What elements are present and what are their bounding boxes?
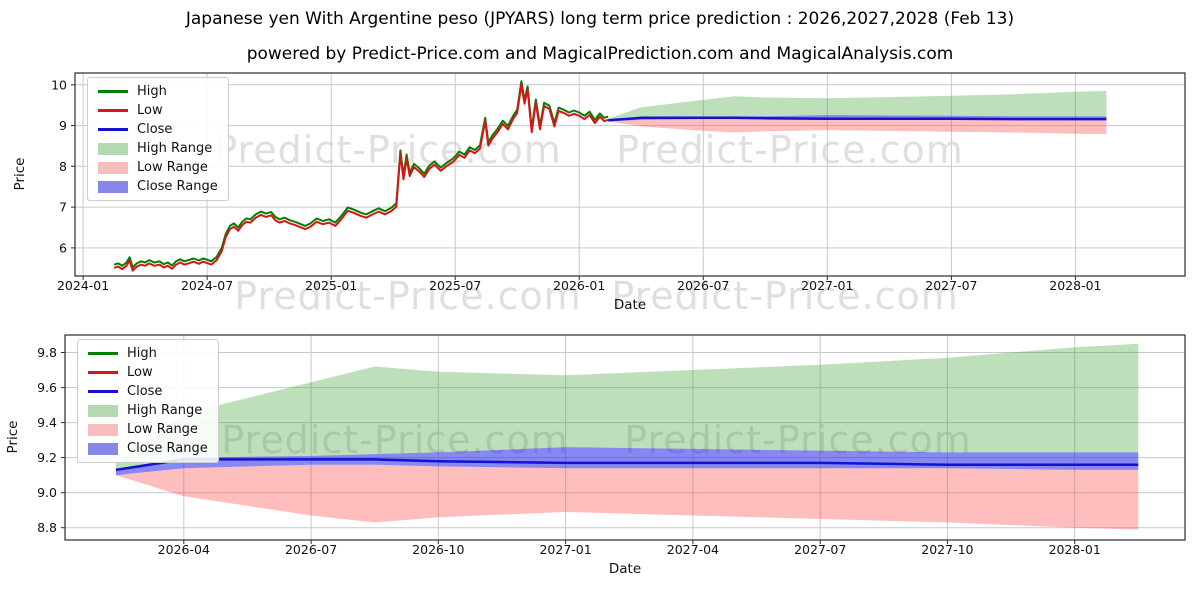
x-tick-label: 2027-07 (925, 278, 977, 293)
close-range-band (115, 447, 1139, 476)
legend-top-chart: High Low Close High Range Low Range Close Ran… (87, 77, 229, 201)
legend-label: Close Range (127, 441, 208, 456)
y-tick-label: 9.2 (37, 450, 57, 465)
legend-swatch-patch (88, 423, 118, 436)
legend-swatch-patch (88, 442, 118, 455)
legend-label: High Range (137, 141, 213, 156)
legend-swatch-line (98, 109, 128, 112)
y-tick-label: 9 (59, 118, 67, 133)
legend-item-high-range: High Range (88, 403, 208, 418)
legend-label: High (127, 346, 157, 361)
y-tick-label: 8 (59, 159, 67, 174)
legend-swatch-line (88, 371, 118, 374)
legend-swatch-line (98, 90, 128, 93)
legend-item-low: Low (88, 365, 208, 380)
legend-item-close: Close (98, 122, 218, 137)
low-line (113, 83, 609, 272)
y-axis-label: Price (12, 158, 28, 191)
close-line (115, 458, 1139, 472)
legend-label: High (137, 84, 167, 99)
y-tick-label: 9.8 (37, 345, 57, 360)
watermark-text: Predict-Price.com (616, 128, 964, 172)
x-tick-label: 2026-04 (158, 542, 210, 557)
legend-item-low-range: Low Range (88, 422, 208, 437)
legend-item-low: Low (98, 103, 218, 118)
chart-subtitle: powered by Predict-Price.com and Magical… (246, 44, 954, 64)
legend-label: Low Range (137, 160, 208, 175)
legend-swatch-patch (98, 161, 128, 174)
plot-border (64, 334, 1186, 541)
legend-bottom-chart: High Low Close High Range Low Range Close Ran… (77, 339, 219, 463)
legend-swatch-patch (98, 142, 128, 155)
chart-title: Japanese yen With Argentine peso (JPYARS… (185, 9, 1015, 29)
x-tick-label: 2028-01 (1049, 278, 1101, 293)
panel-forecast-detail: 2026-04 2026-07 2026-10 2027-01 2027-04 2027-… (5, 334, 1186, 577)
legend-item-close-range: Close Range (98, 179, 218, 194)
legend-item-high: High (88, 346, 208, 361)
x-tick-label: 2025-07 (429, 278, 481, 293)
y-tick-label: 9.0 (37, 485, 57, 500)
legend-label: Close Range (137, 179, 218, 194)
x-tick-label: 2024-07 (181, 278, 233, 293)
x-tick-label: 2027-04 (667, 542, 719, 557)
x-tick-label: 2026-10 (412, 542, 464, 557)
y-tick-label: 9.4 (37, 415, 57, 430)
legend-swatch-patch (98, 180, 128, 193)
legend-swatch-line (88, 390, 118, 393)
watermark-text: Predict-Price.com (214, 128, 562, 172)
x-axis-label: Date (614, 297, 646, 313)
x-tick-label: 2027-07 (794, 542, 846, 557)
legend-label: Low (137, 103, 163, 118)
y-axis-label: Price (5, 421, 21, 454)
x-axis-label: Date (609, 561, 641, 577)
y-tick-label: 8.8 (37, 520, 57, 535)
x-tick-label: 2026-07 (285, 542, 337, 557)
x-tick-label: 2027-01 (539, 542, 591, 557)
x-tick-label: 2028-01 (1049, 542, 1101, 557)
high-line (113, 80, 609, 269)
x-tick-label: 2027-10 (921, 542, 973, 557)
watermark-text: Predict-Price.com (234, 274, 582, 318)
watermark-text: Predict-Price.com (611, 274, 959, 318)
y-tick-label: 7 (59, 200, 67, 215)
x-tick-label: 2024-01 (57, 278, 109, 293)
low-range-band (115, 464, 1139, 530)
y-tick-label: 9.6 (37, 380, 57, 395)
high-range-band (608, 90, 1107, 121)
close-line (608, 116, 1107, 122)
legend-label: Close (137, 122, 173, 137)
x-tick-label: 2026-07 (677, 278, 729, 293)
legend-label: Low (127, 365, 153, 380)
legend-item-low-range: Low Range (98, 160, 218, 175)
x-tick-label: 2025-01 (305, 278, 357, 293)
plot-border (74, 72, 1186, 277)
panel-full-history-with-forecast: 2024-01 2024-07 2025-01 2025-07 2026-01 2026-… (12, 72, 1186, 313)
high-range-band (115, 343, 1139, 470)
legend-swatch-line (98, 128, 128, 131)
legend-item-close: Close (88, 384, 208, 399)
y-tick-label: 10 (51, 77, 67, 92)
legend-item-close-range: Close Range (88, 441, 208, 456)
legend-label: High Range (127, 403, 203, 418)
legend-swatch-line (88, 352, 118, 355)
legend-label: Low Range (127, 422, 198, 437)
legend-item-high-range: High Range (98, 141, 218, 156)
y-tick-label: 6 (59, 240, 67, 255)
x-tick-label: 2027-01 (801, 278, 853, 293)
legend-item-high: High (98, 84, 218, 99)
low-range-band (608, 119, 1107, 135)
legend-swatch-patch (88, 404, 118, 417)
legend-label: Close (127, 384, 163, 399)
x-tick-label: 2026-01 (553, 278, 605, 293)
